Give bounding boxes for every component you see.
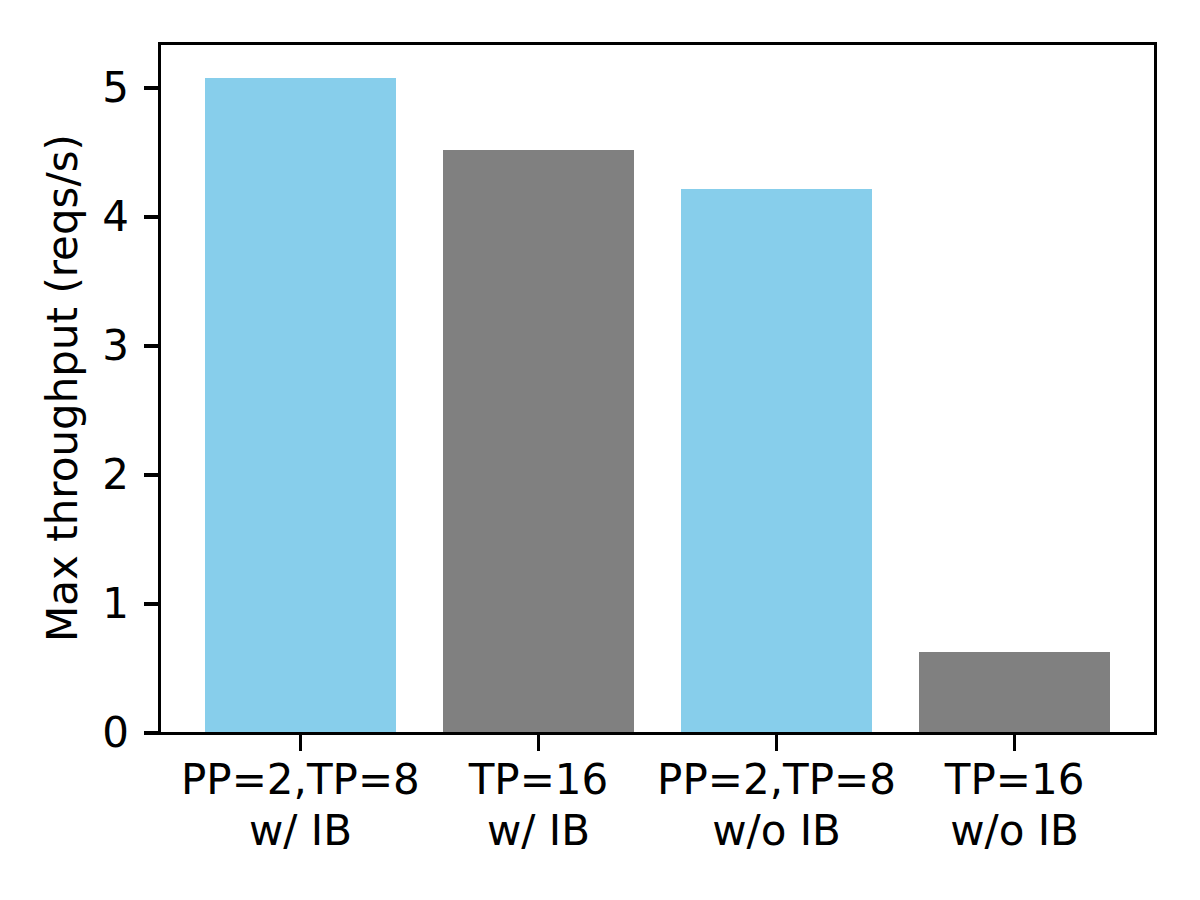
y-tick-label-4: 4: [0, 196, 129, 238]
y-tick-mark-1: [144, 602, 160, 605]
y-tick-mark-2: [144, 473, 160, 476]
y-tick-mark-3: [144, 344, 160, 347]
x-tick-mark-0: [299, 735, 302, 751]
x-tick-mark-1: [537, 735, 540, 751]
bar-1: [443, 150, 633, 733]
y-tick-mark-0: [144, 731, 160, 734]
y-tick-label-0: 0: [0, 712, 129, 754]
y-tick-label-5: 5: [0, 67, 129, 109]
y-tick-mark-5: [144, 86, 160, 89]
y-tick-label-1: 1: [0, 583, 129, 625]
y-tick-label-3: 3: [0, 325, 129, 367]
y-tick-label-2: 2: [0, 454, 129, 496]
x-tick-mark-2: [775, 735, 778, 751]
bar-0: [205, 78, 395, 733]
bar-2: [681, 189, 871, 733]
bar-chart-figure: Max throughput (reqs/s) 012345PP=2,TP=8 …: [0, 0, 1200, 900]
bar-3: [919, 652, 1109, 733]
y-tick-mark-4: [144, 215, 160, 218]
x-tick-label-3: TP=16 w/o IB: [835, 754, 1195, 856]
plot-area: [160, 44, 1155, 733]
x-tick-mark-3: [1013, 735, 1016, 751]
